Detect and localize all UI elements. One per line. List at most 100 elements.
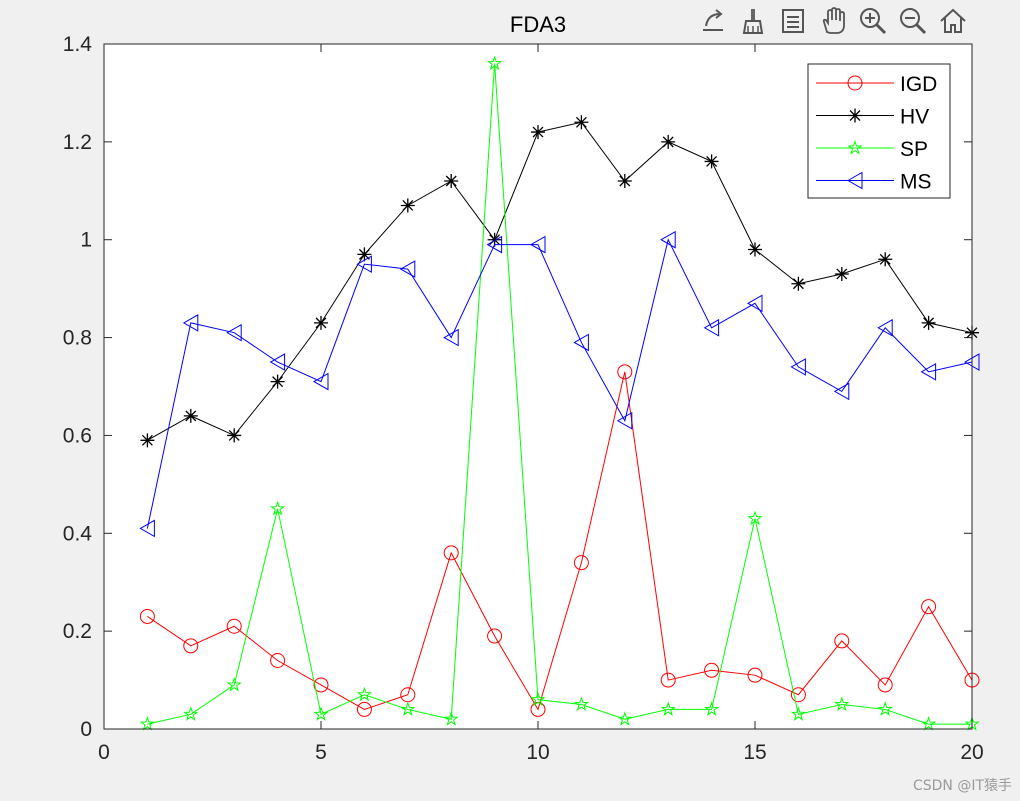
legend[interactable]: IGD HV SP MS xyxy=(807,63,951,199)
axis-ticks: 0 5 10 15 20 0 0.2 0.4 0.6 0.8 1 1.2 1.4 xyxy=(63,33,984,764)
series-ms xyxy=(139,230,980,538)
series-layer xyxy=(139,55,980,731)
data-point-sp xyxy=(356,686,373,702)
legend-box xyxy=(807,63,951,199)
data-point-igd xyxy=(921,599,937,615)
y-tick-label: 1.2 xyxy=(63,131,92,154)
legend-item-ms[interactable]: MS xyxy=(816,171,932,194)
data-point-hv xyxy=(617,174,632,188)
data-point-sp xyxy=(790,706,807,721)
data-point-sp xyxy=(183,706,199,721)
data-point-igd xyxy=(790,687,806,703)
x-tick-label: 15 xyxy=(743,741,766,764)
zoom-in-icon xyxy=(860,8,887,35)
data-point-igd xyxy=(877,677,893,693)
data-point-sp xyxy=(443,711,459,726)
data-point-ms xyxy=(746,294,763,313)
data-point-hv xyxy=(314,315,328,330)
data-point-ms xyxy=(486,235,503,254)
data-point-igd xyxy=(834,633,850,649)
x-tick-label: 10 xyxy=(526,741,549,764)
legend-item-sp[interactable]: SP xyxy=(816,138,928,161)
data-point-hv xyxy=(834,266,849,281)
series-line-sp xyxy=(147,63,972,725)
data-point-sp xyxy=(834,696,850,712)
zoom-out-button[interactable] xyxy=(894,4,932,38)
data-point-ms xyxy=(790,358,806,376)
data-point-ms xyxy=(529,235,546,254)
y-tick-label: 0.4 xyxy=(63,522,93,545)
data-point-hv xyxy=(791,276,806,291)
data-point-ms xyxy=(920,362,937,381)
x-tick-label: 0 xyxy=(98,741,110,764)
x-tick-label: 20 xyxy=(960,741,983,764)
data-point-sp xyxy=(269,500,286,516)
data-point-ms xyxy=(139,519,155,538)
brush-button[interactable] xyxy=(734,4,772,38)
legend-label: MS xyxy=(900,171,932,194)
home-icon xyxy=(940,8,966,33)
data-point-ms xyxy=(269,353,286,371)
legend-marker xyxy=(847,75,863,91)
legend-item-hv[interactable]: HV xyxy=(816,106,929,129)
zoom-out-icon xyxy=(900,8,927,35)
data-point-hv xyxy=(140,433,155,448)
data-point-hv xyxy=(661,134,676,149)
data-point-hv xyxy=(704,154,719,169)
data-point-ms xyxy=(356,255,372,274)
series-hv xyxy=(140,115,979,448)
data-point-sp xyxy=(313,706,329,721)
chart-title: FDA3 xyxy=(510,12,566,37)
data-point-sp xyxy=(617,711,633,726)
data-point-igd xyxy=(573,555,589,571)
pan-button[interactable] xyxy=(814,4,852,38)
legend-marker xyxy=(846,171,863,190)
data-point-hv xyxy=(270,374,285,389)
data-point-ms xyxy=(399,260,416,278)
datatip-icon xyxy=(782,9,804,33)
data-point-sp xyxy=(573,696,590,712)
data-point-sp xyxy=(530,691,546,707)
brush-icon xyxy=(742,9,764,34)
data-point-sp xyxy=(139,716,156,731)
data-point-ms xyxy=(443,328,459,347)
export-button[interactable] xyxy=(694,4,732,38)
data-point-ms xyxy=(833,382,850,401)
data-point-ms xyxy=(703,318,720,337)
legend-item-igd[interactable]: IGD xyxy=(816,73,937,96)
y-tick-label: 0.6 xyxy=(63,424,92,447)
home-button[interactable] xyxy=(934,4,972,38)
data-point-hv xyxy=(921,315,936,330)
data-point-igd xyxy=(226,618,242,634)
data-point-hv xyxy=(574,115,589,130)
datatip-button[interactable] xyxy=(774,4,812,38)
data-point-hv xyxy=(531,125,545,140)
data-point-igd xyxy=(313,677,329,693)
data-point-ms xyxy=(660,230,676,249)
data-point-igd xyxy=(617,364,633,380)
axes-box xyxy=(103,43,973,730)
data-point-sp xyxy=(660,701,676,716)
data-point-hv xyxy=(444,174,459,188)
series-sp xyxy=(139,55,980,731)
data-point-igd xyxy=(487,628,503,644)
data-point-sp xyxy=(920,716,937,731)
series-line-igd xyxy=(147,371,973,711)
data-point-ms xyxy=(312,372,329,391)
data-point-sp xyxy=(877,701,893,716)
data-point-ms xyxy=(182,314,199,332)
y-tick-label: 1.4 xyxy=(63,33,93,56)
x-tick-label: 5 xyxy=(315,741,327,764)
zoom-in-button[interactable] xyxy=(854,4,892,38)
axes-toolbar xyxy=(694,4,972,38)
data-point-igd xyxy=(183,638,199,654)
series-line-hv xyxy=(147,121,973,441)
data-point-igd xyxy=(139,608,155,624)
data-point-sp xyxy=(226,676,242,692)
legend-marker xyxy=(847,139,863,155)
watermark: CSDN @IT猿手 xyxy=(912,778,1012,794)
data-point-igd xyxy=(747,667,763,683)
data-point-hv xyxy=(487,232,502,247)
data-point-hv xyxy=(227,428,242,443)
